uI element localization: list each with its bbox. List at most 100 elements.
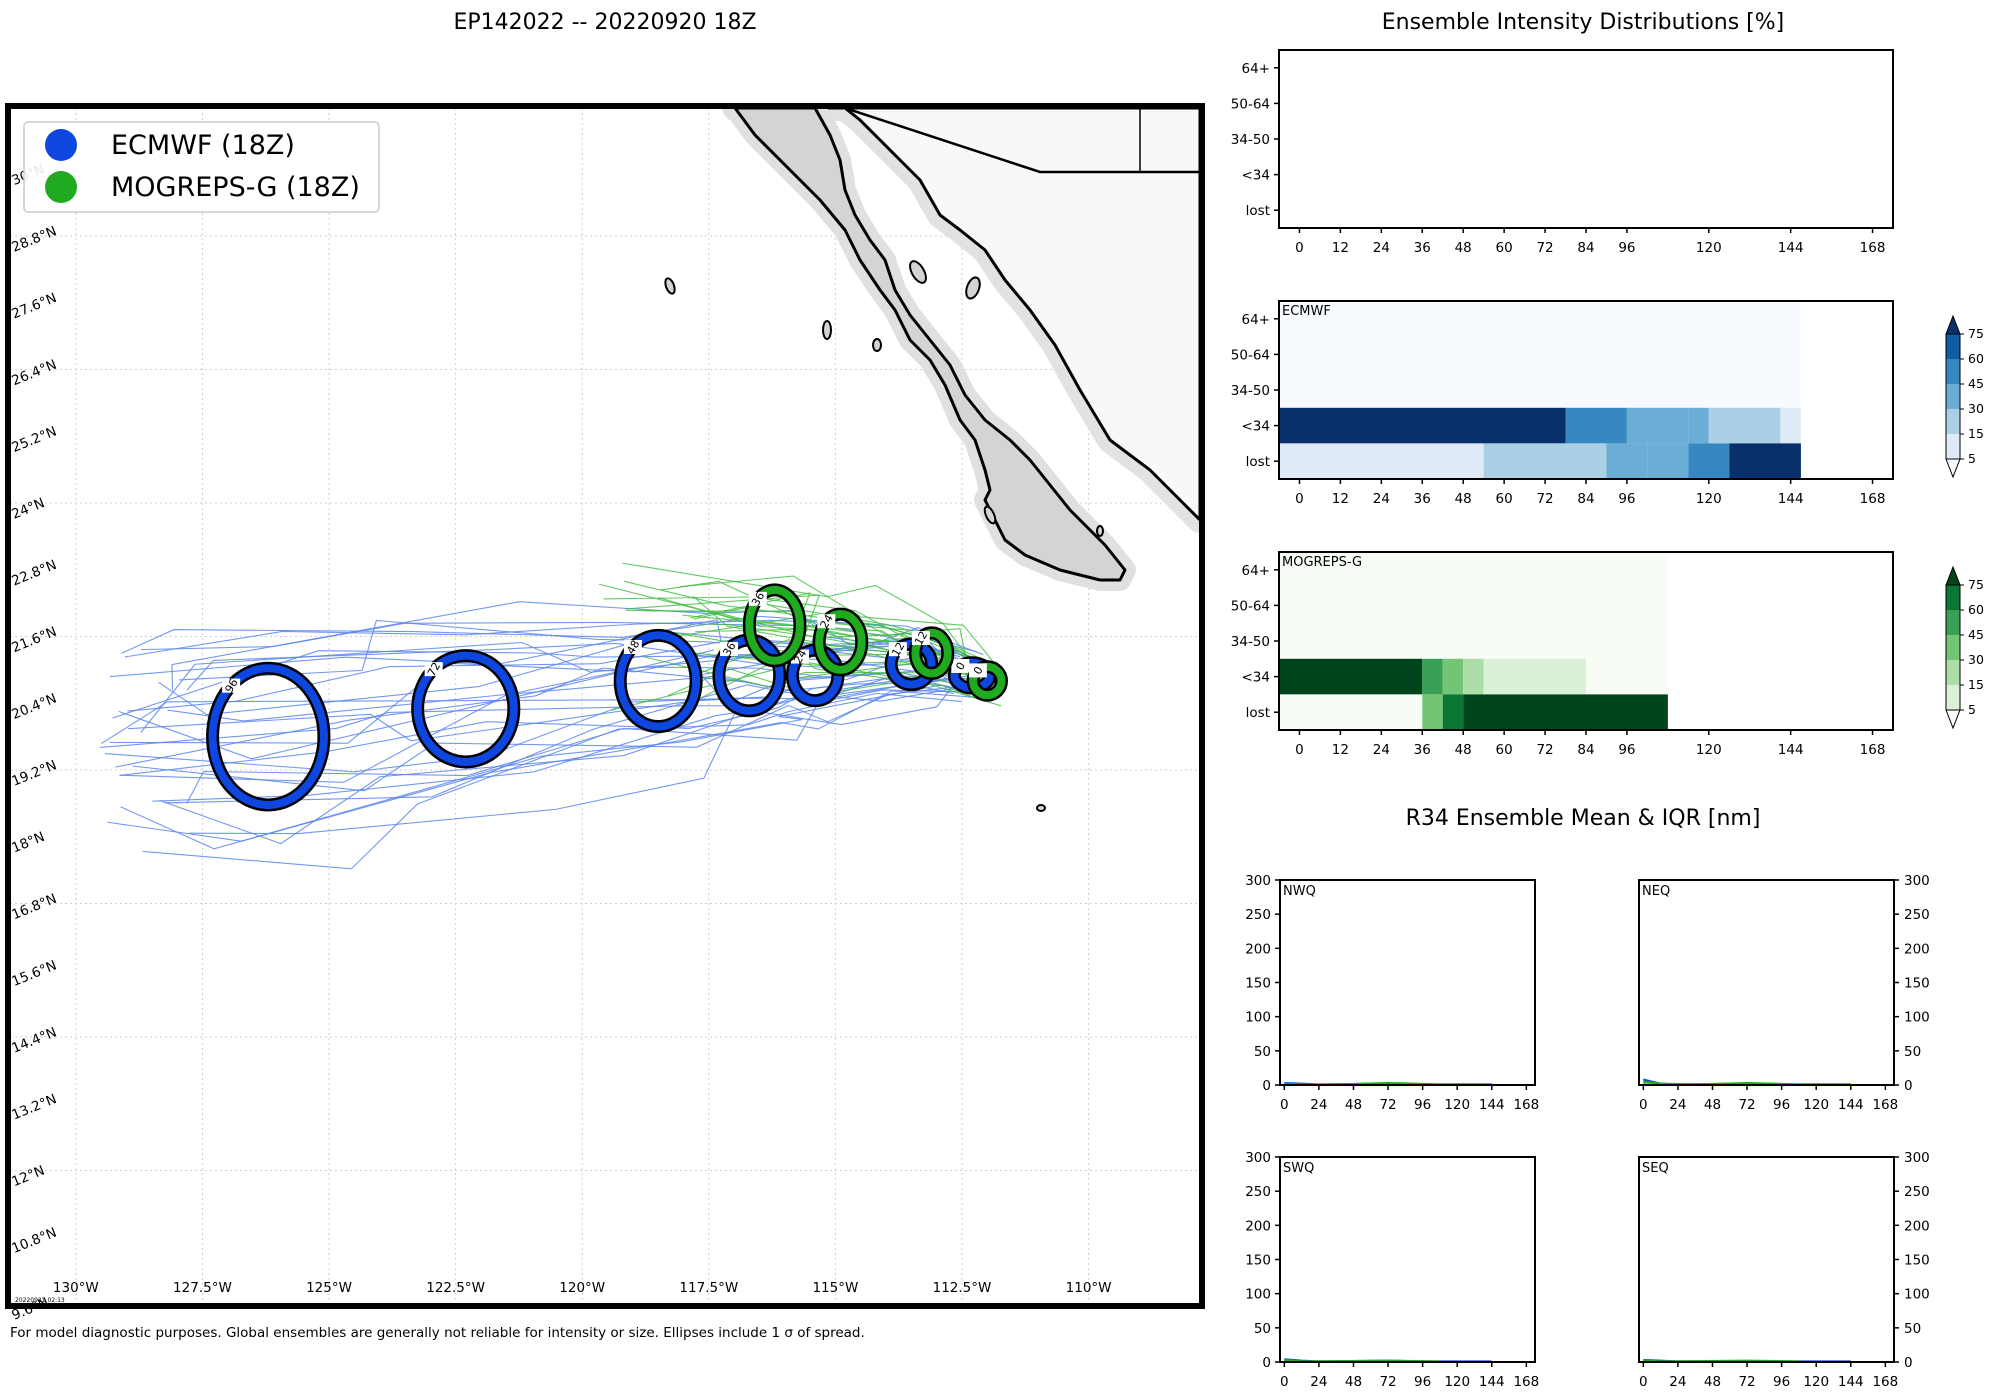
- y-tick: 200: [1245, 941, 1271, 957]
- tau-tick: 144: [1778, 742, 1804, 758]
- x-tick: 24: [1669, 1374, 1686, 1390]
- lon-label: 117.5°W: [679, 1280, 738, 1296]
- tau-tick: 168: [1860, 491, 1886, 507]
- tau-label: 48: [624, 638, 642, 657]
- tau-tick: 96: [1618, 240, 1635, 256]
- map-legend: ECMWF (18Z) MOGREPS-G (18Z): [23, 121, 380, 213]
- tau-tick: 48: [1455, 742, 1472, 758]
- colorbar-tick: 15: [1968, 677, 1984, 692]
- legend-marker-mogreps: [45, 171, 77, 203]
- y-tick: 50: [1254, 1044, 1271, 1060]
- ensemble-track: [693, 603, 1004, 670]
- x-tick: 0: [1280, 1097, 1289, 1113]
- x-tick: 144: [1479, 1374, 1505, 1390]
- x-tick: 24: [1310, 1097, 1327, 1113]
- y-tick: 0: [1904, 1355, 1913, 1371]
- row-label: lost: [1246, 203, 1270, 219]
- y-tick: 100: [1245, 1010, 1271, 1026]
- intensity-cell: [1279, 587, 1668, 624]
- r34-mean: [1643, 1080, 1799, 1086]
- tau-tick: 12: [1332, 491, 1349, 507]
- intensity-cell: [1483, 658, 1586, 695]
- x-tick: 72: [1379, 1097, 1396, 1113]
- x-tick: 168: [1872, 1097, 1898, 1113]
- intensity-cell: [1279, 336, 1801, 373]
- tau-tick: 72: [1536, 240, 1553, 256]
- x-tick: 96: [1773, 1097, 1790, 1113]
- lon-label: 110°W: [1066, 1280, 1112, 1296]
- intensity-cell: [1463, 694, 1668, 730]
- y-tick: 150: [1245, 976, 1271, 992]
- intensity-cell: [1279, 552, 1668, 588]
- legend-label-ecmwf: ECMWF (18Z): [111, 130, 295, 161]
- r34-mean: [1643, 1359, 1799, 1363]
- r34-panel: SEQ 0 50 100 150 200 250 300 0 24 48 72 96 120 144 168: [1638, 1150, 1930, 1390]
- intensity-panel: MOGREPS-G 64+ 50-64 34-50 <34 lost 0 12 24 36 48 60…: [1231, 551, 1984, 758]
- row-label: 50-64: [1231, 347, 1270, 363]
- tau-label: 24: [818, 612, 836, 631]
- x-tick: 0: [1280, 1374, 1289, 1390]
- row-label: 34-50: [1231, 383, 1270, 399]
- tau-tick: 36: [1414, 240, 1431, 256]
- tau-tick: 0: [1295, 491, 1304, 507]
- x-tick: 48: [1704, 1097, 1721, 1113]
- tau-tick: 72: [1536, 742, 1553, 758]
- colorbar-tick: 45: [1968, 627, 1984, 642]
- x-tick: 48: [1704, 1374, 1721, 1390]
- tau-tick: 36: [1414, 491, 1431, 507]
- tau-tick: 48: [1455, 491, 1472, 507]
- colorbar-tick: 5: [1968, 451, 1976, 466]
- x-tick: 168: [1513, 1374, 1539, 1390]
- y-tick: 300: [1245, 873, 1271, 889]
- colorbar-tick: 5: [1968, 702, 1976, 717]
- intensity-panel: 64+ 50-64 34-50 <34 lost 0 12 24 36 48 60 72 84 96 120…: [1231, 49, 1894, 256]
- intensity-cell: [1279, 301, 1801, 337]
- intensity-cell: [1422, 694, 1443, 730]
- forecast-ellipse: 48: [613, 628, 703, 734]
- panel-label: ECMWF: [1282, 304, 1331, 319]
- x-tick: 96: [1414, 1097, 1431, 1113]
- tau-tick: 12: [1332, 742, 1349, 758]
- ensemble-track: [132, 682, 991, 792]
- row-label: 50-64: [1231, 598, 1270, 614]
- row-label: 64+: [1242, 563, 1271, 579]
- x-tick: 168: [1513, 1097, 1539, 1113]
- tau-tick: 84: [1577, 240, 1594, 256]
- x-tick: 144: [1479, 1097, 1505, 1113]
- y-tick: 300: [1904, 873, 1930, 889]
- forecast-ellipse: 24: [812, 607, 869, 677]
- tau-tick: 36: [1414, 742, 1431, 758]
- quadrant-label: SWQ: [1283, 1161, 1314, 1176]
- ensemble-track: [164, 684, 977, 804]
- colorbar-tick: 75: [1968, 577, 1984, 592]
- y-tick: 250: [1904, 907, 1930, 923]
- intensity-cell: [1565, 407, 1627, 444]
- tau-tick: 0: [1295, 240, 1304, 256]
- row-label: <34: [1242, 168, 1271, 184]
- colorbar-tick: 75: [1968, 326, 1984, 341]
- quadrant-label: NWQ: [1283, 884, 1316, 899]
- intensity-cell: [1688, 443, 1730, 479]
- tau-label: 36: [720, 640, 738, 659]
- lon-label: 120°W: [559, 1280, 605, 1296]
- intensity-cell: [1442, 658, 1464, 695]
- x-tick: 168: [1872, 1374, 1898, 1390]
- x-tick: 144: [1838, 1097, 1864, 1113]
- intensity-cell: [1442, 694, 1464, 730]
- tau-tick: 60: [1496, 742, 1513, 758]
- y-tick: 50: [1904, 1321, 1921, 1337]
- intensity-cell: [1463, 658, 1484, 695]
- lon-label: 125°W: [306, 1280, 352, 1296]
- y-tick: 0: [1262, 1355, 1271, 1371]
- quadrant-label: SEQ: [1642, 1161, 1669, 1176]
- tau-label: 12: [889, 640, 907, 659]
- x-tick: 72: [1379, 1374, 1396, 1390]
- quadrant-label: NEQ: [1642, 884, 1670, 899]
- y-tick: 200: [1904, 941, 1930, 957]
- ensemble-track: [598, 583, 969, 666]
- colorbar-tick: 60: [1968, 602, 1984, 617]
- colorbar-tick: 45: [1968, 376, 1984, 391]
